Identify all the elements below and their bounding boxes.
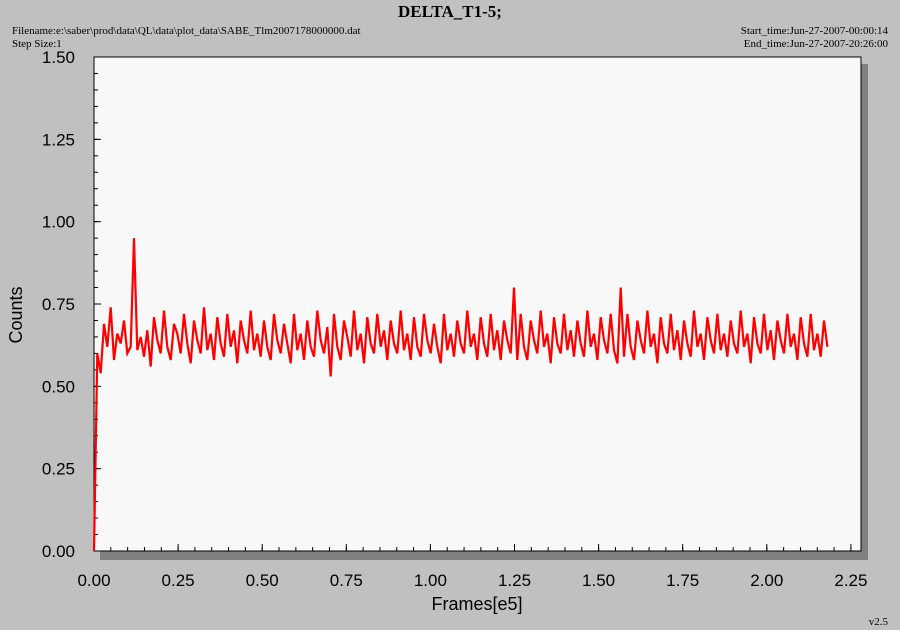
y-axis: 0.00 0.25 0.50 0.75 1.00 1.25 1.50 [42, 48, 101, 561]
x-tick-label: 1.25 [498, 571, 531, 590]
y-tick-label: 0.50 [42, 377, 75, 396]
x-tick-label: 0.75 [330, 571, 363, 590]
step-size-label: Step Size:1 [12, 38, 62, 50]
x-tick-label: 0.00 [77, 571, 110, 590]
version-label: v2.5 [868, 616, 888, 628]
y-axis-label: Counts [6, 286, 26, 343]
series-group [92, 238, 829, 552]
y-tick-label: 1.50 [42, 48, 75, 67]
x-tick-label: 1.75 [666, 571, 699, 590]
x-axis: 0.00 0.25 0.50 0.75 1.00 1.25 1.50 1.75 2.00 2.25 [77, 544, 867, 590]
x-tick-label: 0.50 [246, 571, 279, 590]
series-line [92, 238, 829, 552]
y-tick-label: 0.75 [42, 295, 75, 314]
x-tick-label: 2.25 [834, 571, 867, 590]
chart-title: DELTA_T1-5; [398, 2, 502, 21]
y-tick-label: 1.25 [42, 130, 75, 149]
start-time-label: Start_time:Jun-27-2007-00:00:14 [740, 25, 888, 37]
plot-area [93, 56, 862, 552]
end-time-label: End_time:Jun-27-2007-20:26:00 [743, 38, 888, 50]
y-tick-label: 1.00 [42, 213, 75, 232]
y-tick-label: 0.25 [42, 460, 75, 479]
x-tick-label: 0.25 [162, 571, 195, 590]
filename-label: Filename:e:\saber\prod\data\QL\data\plot… [12, 25, 361, 37]
x-axis-label: Frames[e5] [431, 594, 522, 614]
x-tick-label: 1.50 [582, 571, 615, 590]
x-tick-label: 2.00 [750, 571, 783, 590]
y-tick-label: 0.00 [42, 542, 75, 561]
x-tick-label: 1.00 [414, 571, 447, 590]
